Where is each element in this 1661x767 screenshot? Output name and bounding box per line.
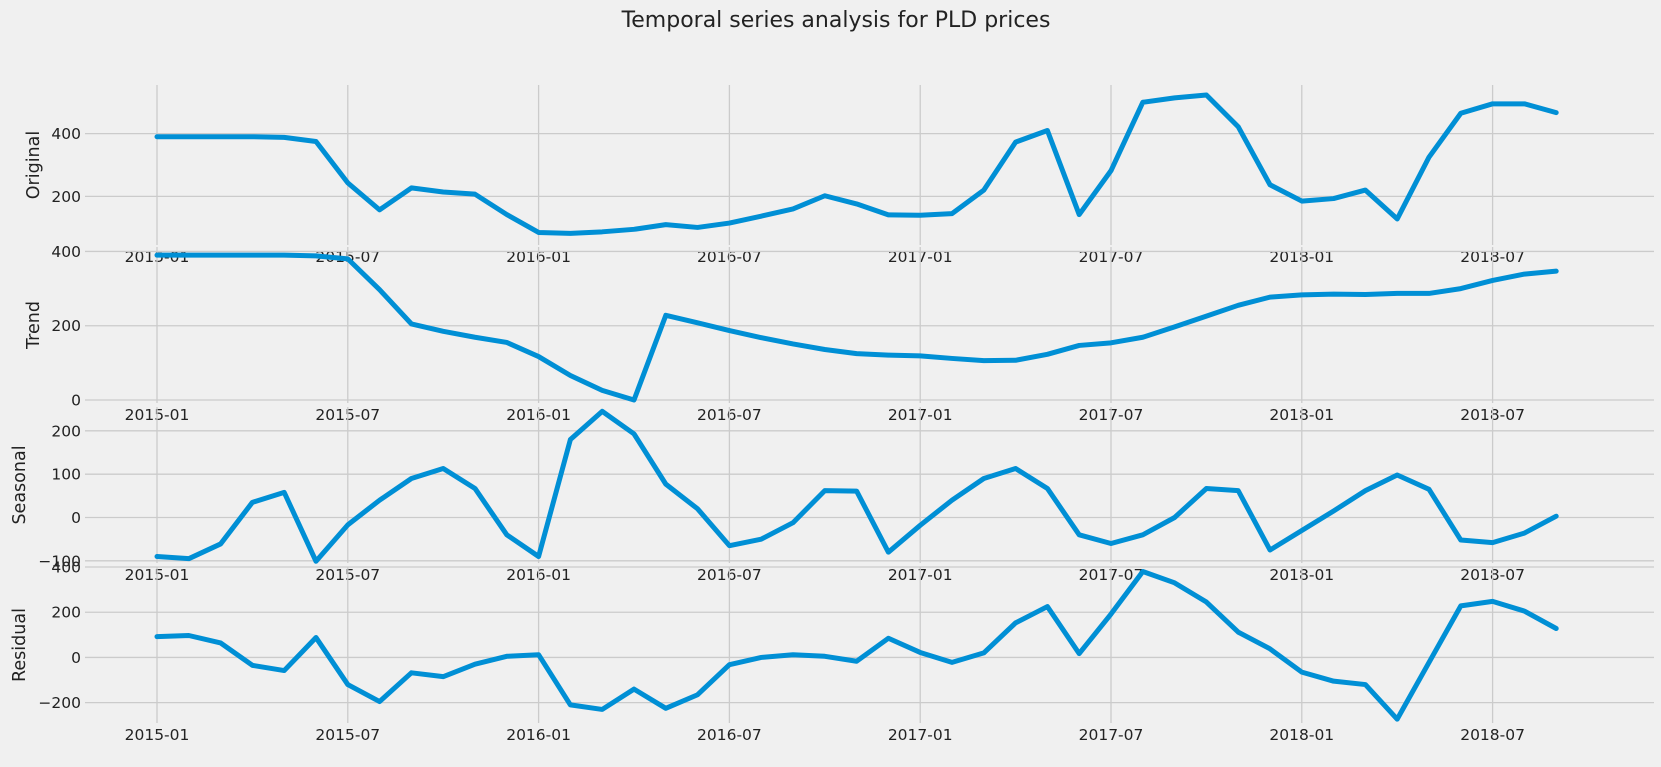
series-line-0 bbox=[154, 408, 1559, 564]
x-tick-label: 2017-07 bbox=[1079, 726, 1144, 744]
x-tick-label: 2016-07 bbox=[697, 726, 762, 744]
y-tick-label: 200 bbox=[51, 188, 81, 206]
y-tick-label: 400 bbox=[51, 125, 81, 143]
x-tick-label: 2017-01 bbox=[888, 726, 953, 744]
x-tick-label: 2015-07 bbox=[315, 726, 380, 744]
y-tick-label: 400 bbox=[51, 243, 81, 261]
y-axis-label: Trend bbox=[24, 301, 44, 350]
x-tick-label: 2018-07 bbox=[1460, 726, 1525, 744]
y-tick-label: 0 bbox=[71, 392, 81, 410]
panel-residual: 2015-01 2015-07 2016-01 2016-07 2017-01 2017-… bbox=[10, 559, 1654, 744]
series-line-0 bbox=[154, 92, 1559, 236]
y-tick-label: 0 bbox=[71, 649, 81, 667]
y-axis-label: Original bbox=[24, 131, 44, 199]
y-tick-label: −100 bbox=[38, 552, 81, 570]
y-axis-label: Seasonal bbox=[10, 445, 30, 524]
y-tick-label: 0 bbox=[71, 509, 81, 527]
figure-title: Temporal series analysis for PLD prices bbox=[621, 8, 1051, 33]
panels: 2015-01 2015-07 2016-01 2016-07 2017-01 2017-… bbox=[10, 85, 1654, 744]
y-tick-label: 200 bbox=[51, 317, 81, 335]
x-tick-label: 2016-01 bbox=[506, 726, 571, 744]
x-tick-label: 2018-01 bbox=[1269, 726, 1334, 744]
y-tick-label: 100 bbox=[51, 466, 81, 484]
y-tick-label: −200 bbox=[38, 694, 81, 712]
series-line-0 bbox=[154, 569, 1559, 722]
x-tick-label: 2015-01 bbox=[125, 726, 190, 744]
y-tick-label: 400 bbox=[51, 559, 81, 577]
panel-original: 2015-01 2015-07 2016-01 2016-07 2017-01 2017-… bbox=[24, 85, 1654, 266]
y-axis-label: Residual bbox=[10, 608, 30, 682]
y-tick-label: 200 bbox=[51, 604, 81, 622]
y-tick-label: 200 bbox=[51, 422, 81, 440]
series-line-0 bbox=[154, 252, 1559, 403]
